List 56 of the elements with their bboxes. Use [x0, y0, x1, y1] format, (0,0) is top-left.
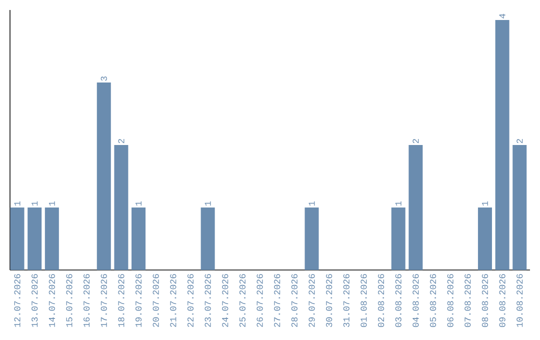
data-label: 1	[48, 201, 55, 206]
x-tick-label: 13.07.2026	[32, 274, 38, 327]
x-tick-label: 19.07.2026	[135, 274, 142, 327]
x-tick-label: 20.07.2026	[152, 274, 159, 327]
data-label: 3	[100, 76, 107, 81]
x-tick-label: 12.07.2026	[14, 274, 20, 327]
bar	[478, 208, 492, 270]
x-tick-label: 10.08.2026	[516, 274, 523, 327]
bar	[495, 20, 510, 270]
data-label: 1	[136, 201, 142, 206]
data-label: 1	[308, 201, 315, 206]
x-tick-label: 02.08.2026	[378, 274, 384, 327]
bar	[114, 145, 128, 270]
bar	[96, 82, 111, 270]
x-tick-label: 27.07.2026	[274, 274, 280, 327]
data-label: 1	[395, 201, 402, 206]
x-tick-label: 03.08.2026	[395, 274, 402, 327]
x-tick-label: 17.07.2026	[100, 274, 107, 327]
x-tick-label: 04.08.2026	[412, 274, 419, 327]
x-tick-label: 21.07.2026	[170, 274, 176, 327]
x-tick-label: 16.07.2026	[84, 274, 90, 327]
x-tick-label: 08.08.2026	[482, 274, 488, 327]
x-tick-label: 15.07.2026	[66, 274, 72, 327]
x-tick-label: 18.07.2026	[118, 274, 124, 327]
bar	[10, 208, 24, 270]
data-label: 4	[499, 14, 506, 18]
x-tick-label: 05.08.2026	[430, 274, 436, 327]
bar	[304, 208, 319, 270]
data-label: 1	[204, 201, 211, 206]
x-tick-label: 01.08.2026	[360, 274, 367, 327]
data-label: 1	[32, 201, 38, 206]
x-tick-label: 29.07.2026	[308, 274, 315, 327]
data-label: 1	[482, 201, 488, 206]
x-tick-label: 22.07.2026	[187, 274, 194, 327]
data-label: 2	[516, 139, 523, 144]
bar	[391, 208, 406, 270]
data-label: 2	[412, 139, 419, 144]
x-tick-label: 07.08.2026	[464, 274, 471, 327]
x-tick-label: 25.07.2026	[239, 274, 246, 327]
bar	[44, 208, 59, 270]
bar	[200, 208, 215, 270]
data-label: 2	[118, 139, 124, 144]
x-tick-label: 14.07.2026	[48, 274, 55, 327]
x-tick-label: 28.07.2026	[291, 274, 298, 327]
x-tick-label: 31.07.2026	[343, 274, 350, 327]
x-tick-label: 26.07.2026	[256, 274, 263, 327]
bar	[28, 208, 42, 270]
x-tick-label: 09.08.2026	[499, 274, 506, 327]
x-tick-label: 23.07.2026	[204, 274, 211, 327]
x-tick-label: 24.07.2026	[222, 274, 228, 327]
bar	[512, 145, 527, 270]
bar	[132, 208, 146, 270]
x-tick-label: 30.07.2026	[326, 274, 332, 327]
data-label: 1	[14, 201, 20, 206]
x-tick-label: 06.08.2026	[447, 274, 454, 327]
bar	[408, 145, 423, 270]
